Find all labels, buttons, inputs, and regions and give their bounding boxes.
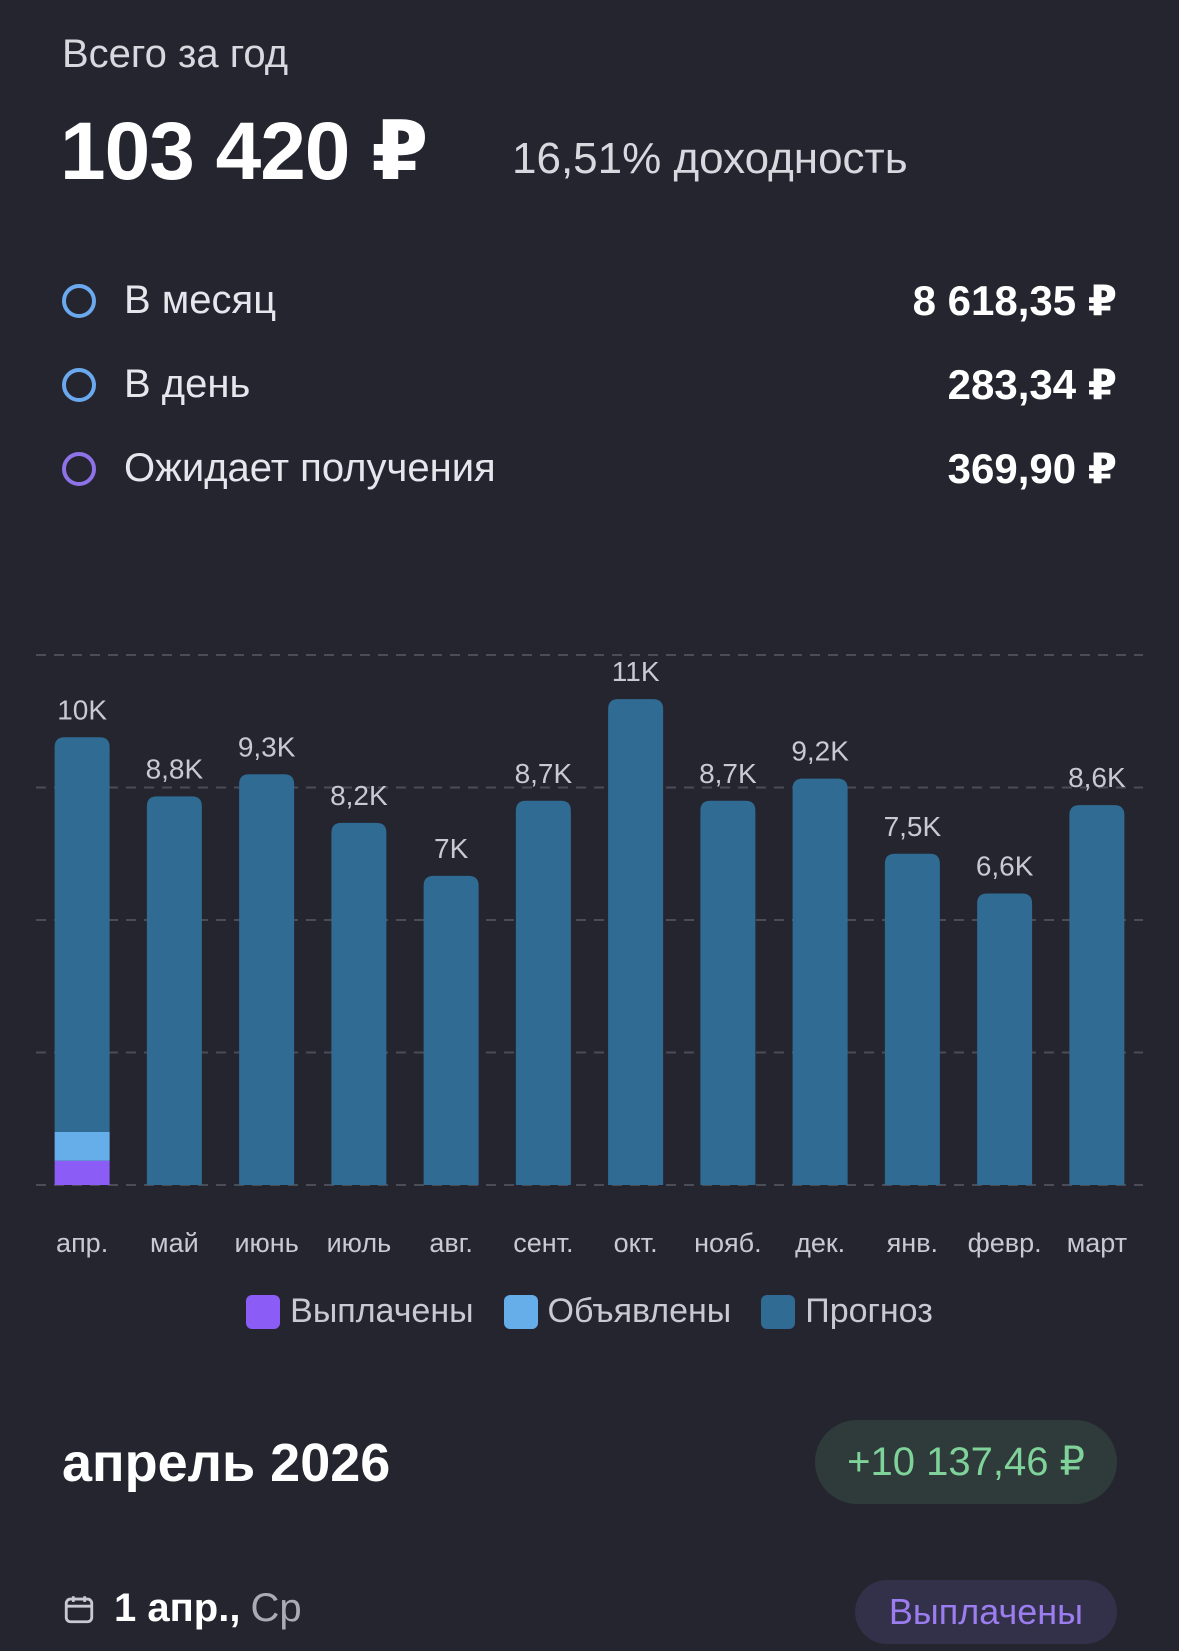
legend-label: Прогноз [805,1292,933,1330]
bar-segment-2[interactable] [239,774,295,1185]
bar-value-label: 11K [612,656,660,687]
bar-segment-1[interactable] [54,1132,110,1161]
legend-item-paid[interactable]: Выплачены [246,1292,474,1331]
payment-date: 1 апр., [114,1586,241,1630]
stat-row-day[interactable]: В день 283,34 ₽ [62,354,1117,438]
payment-weekday: Ср [250,1586,302,1630]
bar-segment-0[interactable] [54,1160,110,1185]
bar-segment-2[interactable] [1069,805,1125,1185]
bar-value-label: 7,5K [884,811,942,842]
bar-segment-2[interactable] [977,893,1033,1186]
year-total-value: 103 420 ₽ [60,106,428,197]
month-total-badge: +10 137,46 ₽ [815,1420,1117,1504]
stat-row-pending[interactable]: Ожидает получения 369,90 ₽ [62,438,1117,522]
bar-value-label: 8,7K [515,758,573,789]
x-tick-label: март [1067,1228,1127,1258]
x-tick-label: февр. [968,1228,1042,1258]
bar-segment-2[interactable] [792,778,848,1185]
stats-list: В месяц 8 618,35 ₽ В день 283,34 ₽ Ожида… [62,270,1117,522]
legend-item-forecast[interactable]: Прогноз [761,1292,933,1331]
payment-date-row[interactable]: 1 апр., Ср [62,1586,302,1631]
bar-value-label: 8,7K [699,758,757,789]
stat-label: В месяц [124,278,277,322]
bar-value-label: 9,3K [238,731,296,762]
dividends-bar-chart[interactable]: 10K апр. 8,8K май 9,3K июнь 8,2K июль 7K авг. 8,7K… [0,640,1179,1280]
circle-icon [62,284,96,318]
bar-value-label: 7K [434,833,469,864]
circle-icon [62,368,96,402]
bar-value-label: 8,2K [330,780,388,811]
stat-row-month[interactable]: В месяц 8 618,35 ₽ [62,270,1117,354]
bar-segment-2[interactable] [423,875,479,1185]
x-tick-label: авг. [429,1228,472,1258]
year-total-label: Всего за год [62,32,289,76]
yield-percent: 16,51% доходность [512,134,908,183]
legend-item-announced[interactable]: Объявлены [503,1292,732,1331]
bar-value-label: 8,8K [146,753,204,784]
x-tick-label: нояб. [694,1228,762,1258]
x-tick-label: май [150,1228,199,1258]
x-tick-label: окт. [614,1228,658,1258]
bar-segment-2[interactable] [331,822,387,1185]
legend-label: Выплачены [290,1292,474,1330]
legend-swatch-announced [503,1294,538,1329]
x-tick-label: дек. [795,1228,845,1258]
stat-label: В день [124,362,251,406]
x-tick-label: янв. [887,1228,938,1258]
bar-value-label: 6,6K [976,851,1034,882]
stat-value: 369,90 ₽ [947,445,1117,492]
payment-status-badge: Выплачены [854,1580,1117,1644]
legend-swatch-forecast [761,1294,796,1329]
bar-segment-2[interactable] [515,800,571,1185]
bar-value-label: 9,2K [791,736,849,767]
month-title: апрель 2026 [62,1433,391,1493]
legend-swatch-paid [246,1294,281,1329]
bar-segment-2[interactable] [608,699,664,1185]
legend-label: Объявлены [547,1292,732,1330]
stat-value: 8 618,35 ₽ [912,277,1117,324]
chart-legend: Выплачены Объявлены Прогноз [0,1292,1179,1331]
calendar-icon [64,1595,94,1623]
x-tick-label: сент. [513,1228,573,1258]
stat-label: Ожидает получения [124,446,496,490]
bar-segment-2[interactable] [700,800,756,1185]
bar-value-label: 10K [57,694,107,725]
circle-icon [62,452,96,486]
bar-segment-2[interactable] [884,853,940,1185]
bar-segment-2[interactable] [146,796,202,1185]
bar-segment-2[interactable] [54,737,110,1132]
x-tick-label: июль [327,1228,392,1258]
x-tick-label: апр. [56,1228,108,1258]
x-tick-label: июнь [234,1228,298,1258]
bar-value-label: 8,6K [1068,762,1126,793]
stat-value: 283,34 ₽ [947,361,1117,408]
